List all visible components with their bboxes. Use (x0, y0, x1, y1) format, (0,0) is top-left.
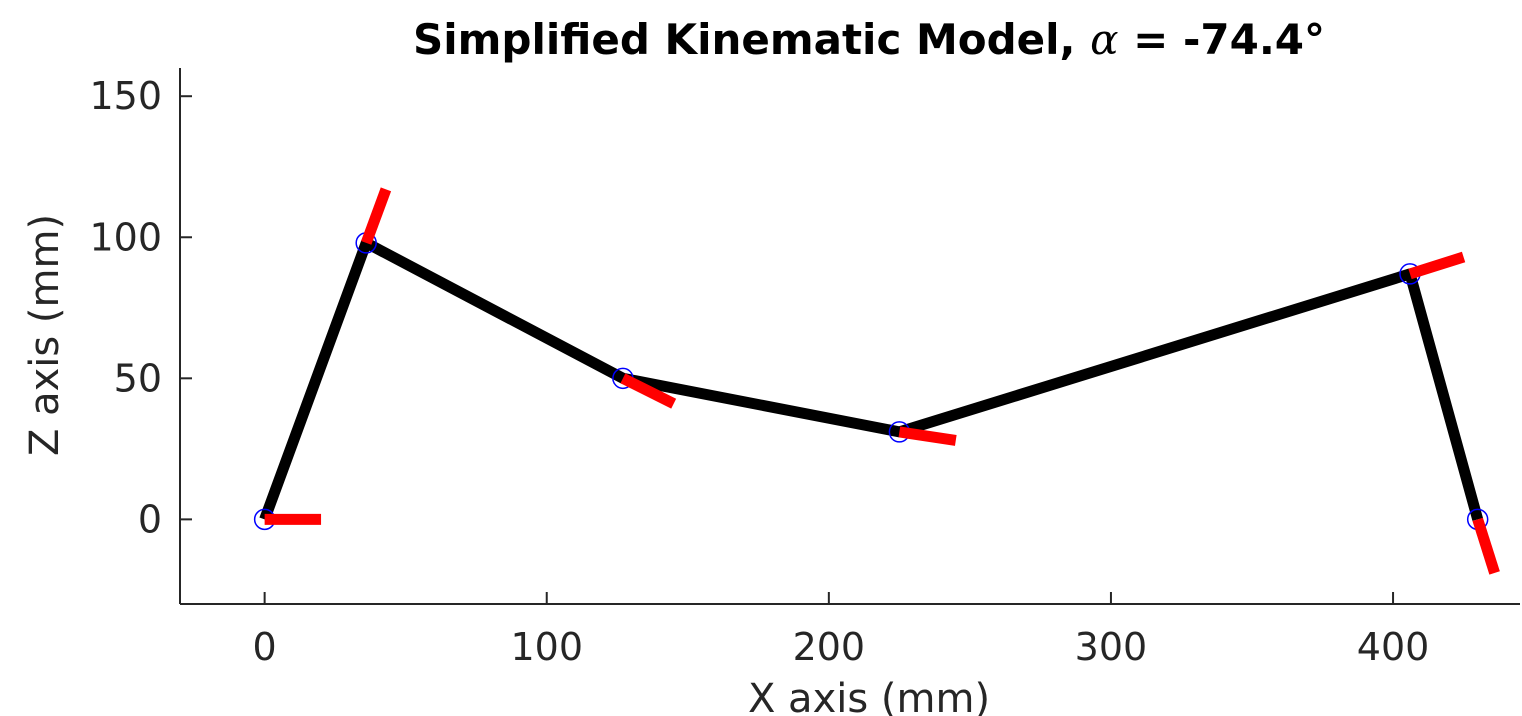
chart-title-symbol: α (1090, 15, 1118, 64)
y-tick-label: 50 (114, 356, 162, 400)
orientation-segment (361, 187, 392, 245)
chart-title: Simplified Kinematic Model, α = -74.4° (413, 15, 1325, 64)
chart-title-suffix: = -74.4° (1119, 15, 1326, 64)
y-tick-label: 150 (89, 74, 162, 118)
orientation-segment (898, 426, 957, 446)
link-line (259, 237, 1484, 522)
orientation-segment (1408, 251, 1466, 280)
links-layer (259, 237, 1484, 522)
axes: 0 100 200 300 400 0 50 100 150 (89, 68, 1520, 669)
x-tick-label: 300 (1075, 625, 1148, 669)
orientation-segments-layer (264, 187, 1500, 575)
x-tick-label: 200 (793, 625, 866, 669)
x-tick-label: 400 (1357, 625, 1430, 669)
orientation-segment (620, 373, 677, 409)
y-tick-label: 100 (89, 215, 162, 259)
x-tick-label: 0 (253, 625, 277, 669)
x-axis-label: X axis (mm) (748, 676, 990, 716)
y-tick-label: 0 (138, 497, 162, 541)
x-tick-label: 100 (510, 625, 583, 669)
orientation-segment (1472, 517, 1500, 575)
chart-title-prefix: Simplified Kinematic Model, (413, 15, 1090, 64)
y-axis-label: Z axis (mm) (22, 214, 68, 456)
